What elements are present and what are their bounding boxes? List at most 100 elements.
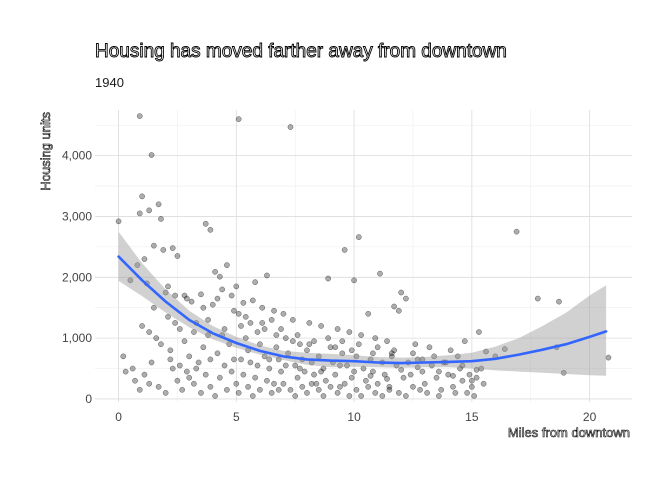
data-point bbox=[414, 364, 421, 371]
data-point bbox=[419, 368, 426, 375]
data-point bbox=[395, 390, 402, 396]
data-point bbox=[379, 393, 386, 399]
data-point bbox=[226, 341, 233, 348]
data-point bbox=[436, 368, 442, 375]
data-point bbox=[259, 304, 266, 311]
data-point bbox=[231, 307, 237, 314]
data-point bbox=[233, 380, 240, 387]
y-axis-ticks: 0 1,000 2,000 3,000 4,000 bbox=[62, 149, 92, 406]
data-point bbox=[165, 283, 171, 290]
data-point bbox=[169, 245, 176, 251]
data-point bbox=[384, 338, 390, 345]
data-point bbox=[410, 350, 416, 357]
x-axis-label: Miles from downtown bbox=[508, 425, 630, 440]
data-point bbox=[221, 326, 228, 332]
chart-title: Housing has moved farther away from down… bbox=[95, 41, 507, 62]
data-point bbox=[202, 220, 209, 227]
data-point bbox=[172, 320, 178, 326]
data-point bbox=[249, 393, 256, 399]
data-point bbox=[240, 299, 247, 306]
data-point bbox=[377, 270, 383, 277]
data-point bbox=[271, 307, 277, 314]
data-point bbox=[195, 359, 202, 366]
data-point bbox=[172, 292, 178, 299]
data-point bbox=[334, 326, 341, 332]
data-point bbox=[468, 383, 475, 390]
data-point bbox=[224, 262, 230, 268]
y-tick-label: 1,000 bbox=[62, 331, 92, 345]
x-tick-label: 5 bbox=[233, 410, 240, 424]
data-point bbox=[273, 344, 280, 351]
data-point bbox=[306, 320, 313, 326]
data-point bbox=[412, 341, 419, 348]
data-point bbox=[353, 353, 360, 360]
data-point bbox=[311, 338, 317, 345]
data-point bbox=[289, 317, 296, 323]
data-point bbox=[318, 368, 324, 375]
data-point bbox=[374, 344, 381, 351]
data-point bbox=[174, 377, 181, 384]
data-point bbox=[165, 313, 171, 320]
x-tick-label: 0 bbox=[115, 410, 122, 424]
data-point bbox=[280, 310, 287, 317]
data-point bbox=[207, 226, 214, 233]
data-point bbox=[410, 383, 416, 390]
data-point bbox=[264, 272, 270, 279]
data-point bbox=[231, 356, 237, 363]
data-point bbox=[294, 374, 301, 381]
data-point bbox=[374, 380, 381, 387]
data-point bbox=[386, 386, 393, 393]
data-point bbox=[219, 286, 226, 293]
data-point bbox=[304, 347, 310, 354]
data-point bbox=[365, 310, 372, 317]
data-point bbox=[381, 371, 388, 378]
data-point bbox=[445, 371, 452, 378]
data-point bbox=[257, 386, 263, 393]
data-point bbox=[372, 390, 379, 396]
data-point bbox=[115, 218, 122, 225]
data-point bbox=[280, 380, 287, 387]
smooth-line-layer bbox=[117, 255, 608, 365]
data-point bbox=[191, 329, 197, 335]
data-point bbox=[337, 383, 343, 390]
data-point bbox=[468, 377, 475, 384]
data-point bbox=[136, 210, 143, 217]
data-point bbox=[433, 374, 440, 381]
data-point bbox=[264, 377, 270, 384]
data-point bbox=[273, 332, 280, 338]
data-point bbox=[198, 291, 204, 298]
data-point bbox=[252, 374, 259, 381]
data-point bbox=[346, 329, 353, 335]
data-point bbox=[332, 344, 339, 351]
data-point bbox=[212, 393, 218, 399]
data-point bbox=[191, 380, 197, 387]
data-point bbox=[556, 298, 562, 305]
data-point bbox=[311, 371, 317, 378]
data-point bbox=[282, 362, 289, 369]
data-point bbox=[200, 304, 207, 311]
data-point bbox=[193, 365, 200, 372]
data-point bbox=[271, 380, 277, 387]
data-point bbox=[466, 371, 473, 378]
y-tick-label: 0 bbox=[85, 392, 92, 406]
data-point bbox=[200, 344, 207, 351]
data-point bbox=[513, 228, 520, 235]
data-point bbox=[320, 393, 327, 399]
data-point bbox=[198, 390, 204, 396]
data-point bbox=[450, 383, 456, 390]
data-point bbox=[322, 377, 329, 384]
points-layer bbox=[115, 113, 612, 399]
data-point bbox=[247, 359, 254, 366]
data-point bbox=[308, 380, 315, 387]
data-point bbox=[363, 377, 369, 384]
data-point bbox=[184, 368, 190, 375]
data-point bbox=[473, 366, 480, 373]
data-point bbox=[297, 365, 303, 372]
data-point bbox=[148, 359, 155, 366]
data-point bbox=[216, 374, 223, 381]
data-point bbox=[301, 368, 308, 375]
data-point bbox=[205, 317, 211, 323]
data-point bbox=[360, 365, 367, 372]
data-point bbox=[341, 247, 348, 253]
